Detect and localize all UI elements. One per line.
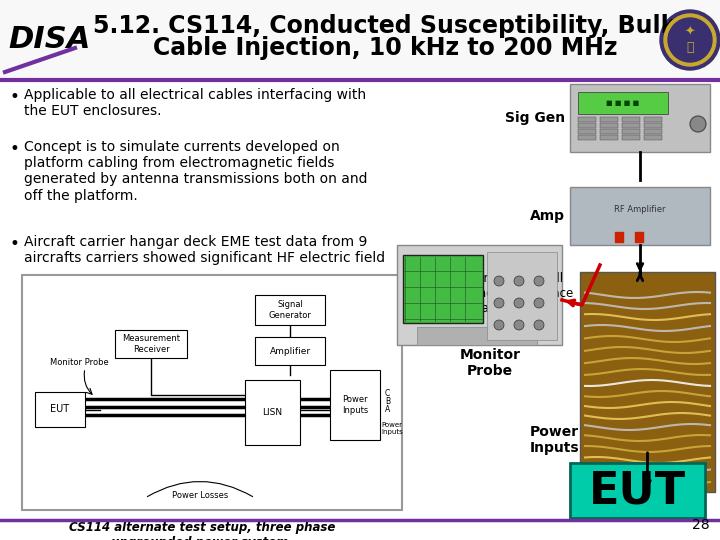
Text: LISN: LISN (262, 408, 282, 417)
Circle shape (660, 10, 720, 70)
Bar (622, 135, 640, 140)
Text: Power
Inputs: Power Inputs (530, 425, 580, 455)
Text: •: • (10, 88, 20, 106)
Bar (22, 275, 402, 510)
Bar (622, 117, 640, 122)
Bar (570, 187, 710, 245)
Bar (644, 117, 662, 122)
Text: Monitor
Probe: Monitor Probe (459, 348, 521, 378)
Bar (578, 123, 596, 128)
Circle shape (534, 276, 544, 286)
Bar (245, 380, 300, 445)
Bar (397, 245, 562, 345)
Circle shape (668, 18, 712, 62)
Bar (403, 255, 483, 323)
Bar (570, 463, 705, 518)
Text: EUT: EUT (50, 404, 70, 415)
Text: Power
Inputs: Power Inputs (381, 422, 402, 435)
Circle shape (514, 298, 524, 308)
Bar (578, 117, 596, 122)
Text: 5.12. CS114, Conducted Susceptibility, Bulk: 5.12. CS114, Conducted Susceptibility, B… (94, 14, 677, 38)
Bar (600, 135, 618, 140)
Text: EUT: EUT (589, 469, 686, 512)
Circle shape (494, 298, 504, 308)
Bar (644, 123, 662, 128)
Text: Monitor Probe: Monitor Probe (50, 358, 109, 367)
Text: CS114 alternate test setup, three phase
ungrounded power system.: CS114 alternate test setup, three phase … (69, 521, 336, 540)
Circle shape (690, 116, 706, 132)
Circle shape (534, 320, 544, 330)
Text: Power Losses: Power Losses (172, 491, 228, 500)
Bar (578, 92, 668, 114)
Bar (644, 135, 662, 140)
Text: DISA: DISA (8, 25, 91, 55)
Bar (622, 129, 640, 134)
Text: Signal
Generator: Signal Generator (269, 300, 312, 320)
Bar (600, 117, 618, 122)
Text: Measurement
Receiver: Measurement Receiver (122, 334, 180, 354)
Bar (115, 330, 187, 358)
Circle shape (534, 298, 544, 308)
Text: Concept is to simulate currents developed on
platform cabling from electromagnet: Concept is to simulate currents develope… (24, 140, 367, 202)
Bar (635, 232, 643, 242)
Bar (600, 129, 618, 134)
Bar (255, 295, 325, 325)
Circle shape (494, 276, 504, 286)
Bar (487, 252, 557, 340)
Text: Applicable to all electrical cables interfacing with
the EUT enclosures.: Applicable to all electrical cables inte… (24, 88, 366, 118)
Text: Amplifier: Amplifier (269, 347, 310, 355)
Bar (615, 232, 623, 242)
Text: Aircraft carrier hangar deck EME test data from 9
aircrafts carriers showed sign: Aircraft carrier hangar deck EME test da… (24, 235, 385, 265)
Circle shape (664, 14, 716, 66)
Text: C: C (385, 389, 390, 399)
Bar (330, 370, 380, 440)
Text: 28: 28 (693, 518, 710, 532)
Bar (35, 392, 85, 427)
Text: Levels are induced on all
wires at connector interface
simultaneously: Levels are induced on all wires at conne… (407, 272, 573, 315)
Text: Cable Injection, 10 kHz to 200 MHz: Cable Injection, 10 kHz to 200 MHz (153, 36, 617, 60)
Text: A: A (385, 406, 390, 415)
Text: •: • (10, 140, 20, 158)
Bar (578, 129, 596, 134)
Text: •: • (10, 235, 20, 253)
Bar (0, 0, 720, 80)
Bar (600, 123, 618, 128)
Bar (570, 84, 710, 152)
Bar (580, 272, 715, 492)
Text: Amp: Amp (530, 209, 565, 223)
Text: Power
Inputs: Power Inputs (342, 395, 368, 415)
Bar (417, 327, 537, 345)
Text: ✦
🦅: ✦ 🦅 (685, 26, 696, 54)
Bar (255, 337, 325, 365)
Circle shape (514, 320, 524, 330)
Circle shape (494, 320, 504, 330)
Bar (644, 129, 662, 134)
Bar (622, 123, 640, 128)
Circle shape (514, 276, 524, 286)
Text: Sig Gen: Sig Gen (505, 111, 565, 125)
Text: RF Amplifier: RF Amplifier (614, 206, 666, 214)
Text: ■ ■ ■ ■: ■ ■ ■ ■ (606, 100, 639, 106)
Text: B: B (385, 397, 390, 407)
Bar (578, 135, 596, 140)
